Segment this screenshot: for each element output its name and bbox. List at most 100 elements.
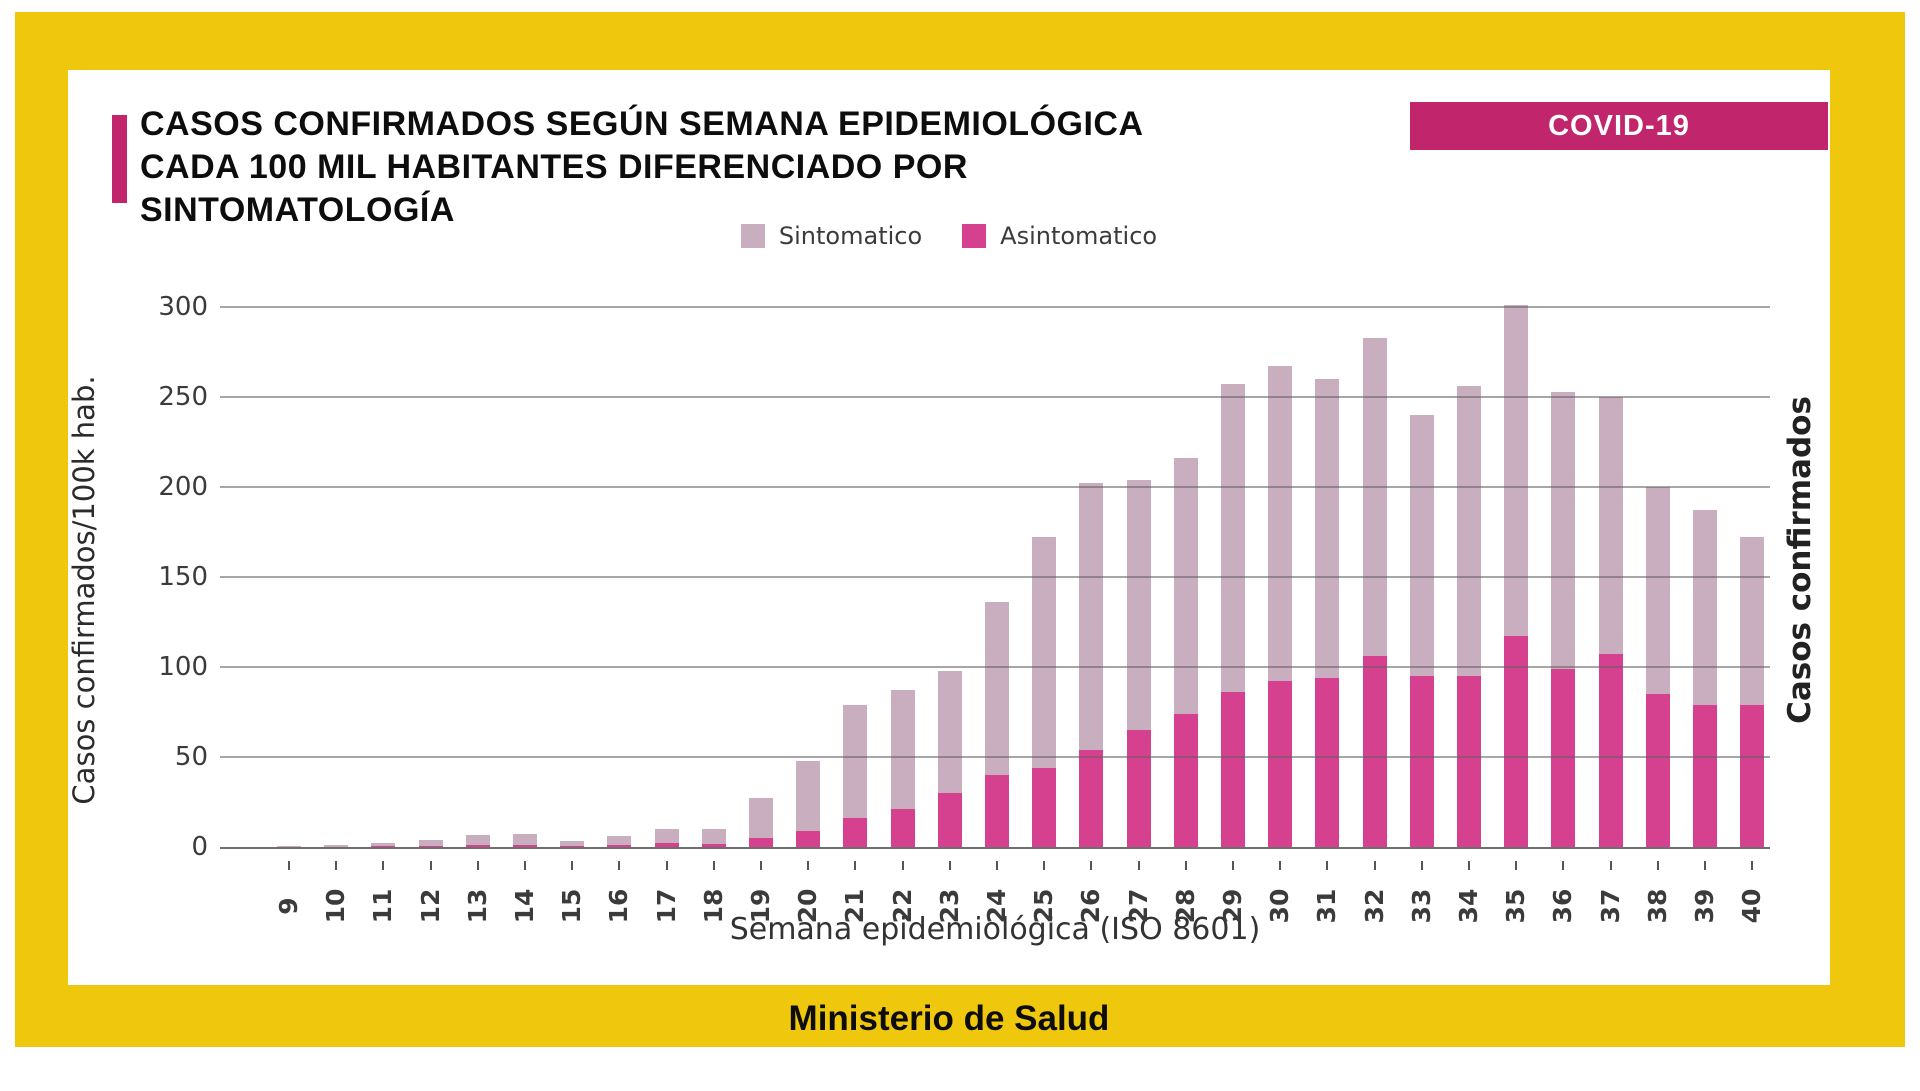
bar-sintomatico-week-40 <box>1740 537 1765 705</box>
x-tick-label-week-33: 33 <box>1406 888 1436 924</box>
bar-asintomatico-week-25 <box>1032 767 1057 847</box>
bar-asintomatico-week-31 <box>1315 677 1340 847</box>
bar-sintomatico-week-17 <box>654 829 679 843</box>
x-tick-label-week-16: 16 <box>604 888 634 924</box>
bar-asintomatico-week-13 <box>465 845 490 847</box>
bar-asintomatico-week-34 <box>1457 676 1481 847</box>
x-tick-label-week-37: 37 <box>1595 888 1625 924</box>
x-tick-mark-week-10 <box>335 861 338 870</box>
bar-asintomatico-week-37 <box>1598 654 1623 847</box>
x-tick-label-week-17: 17 <box>651 888 681 924</box>
x-tick-mark-week-26 <box>1090 861 1093 870</box>
x-tick-mark-week-13 <box>476 861 479 870</box>
bar-sintomatico-week-32 <box>1362 337 1387 657</box>
bar-sintomatico-week-35 <box>1504 305 1529 637</box>
x-tick-mark-week-22 <box>901 861 904 870</box>
x-tick-label-week-26: 26 <box>1076 888 1106 924</box>
x-tick-mark-week-11 <box>382 861 385 870</box>
bar-sintomatico-week-26 <box>1079 483 1104 750</box>
x-tick-label-week-22: 22 <box>887 888 917 924</box>
x-tick-mark-week-40 <box>1751 861 1754 870</box>
y-tick-label-200: 200 <box>158 472 208 502</box>
legend-entry-sintomatico: Sintomatico <box>740 222 922 250</box>
bar-asintomatico-week-17 <box>654 842 679 847</box>
legend-entry-asintomatico: Asintomatico <box>962 222 1157 250</box>
bar-asintomatico-week-35 <box>1504 636 1529 847</box>
x-tick-mark-week-28 <box>1184 861 1187 870</box>
legend-label-asintomatico: Asintomatico <box>1000 222 1158 250</box>
x-tick-label-week-11: 11 <box>368 888 398 924</box>
bar-sintomatico-week-38 <box>1645 487 1670 694</box>
title-accent-bar <box>112 115 127 203</box>
x-tick-mark-week-33 <box>1420 861 1423 870</box>
chart-legend: Sintomatico Asintomatico <box>68 222 1830 250</box>
bar-sintomatico-week-29 <box>1221 384 1245 693</box>
x-tick-label-week-10: 10 <box>321 888 351 924</box>
bar-sintomatico-week-22 <box>890 690 915 810</box>
x-tick-mark-week-36 <box>1562 861 1565 870</box>
bar-asintomatico-week-33 <box>1409 676 1434 847</box>
bar-asintomatico-week-16 <box>607 845 632 847</box>
gridline-50 <box>220 756 1770 758</box>
bar-asintomatico-week-23 <box>937 793 962 847</box>
y-axis-label: Casos confirmados/100k hab. <box>67 375 101 805</box>
x-tick-label-week-31: 31 <box>1312 888 1342 924</box>
x-tick-mark-week-15 <box>571 861 574 870</box>
bar-asintomatico-week-22 <box>890 809 915 847</box>
x-tick-label-week-23: 23 <box>934 888 964 924</box>
bar-sintomatico-week-34 <box>1457 386 1481 676</box>
x-tick-mark-week-23 <box>948 861 951 870</box>
gridline-200 <box>220 486 1770 488</box>
y-tick-label-300: 300 <box>158 292 208 322</box>
yellow-frame: CASOS CONFIRMADOS SEGÚN SEMANA EPIDEMIOL… <box>15 12 1905 1047</box>
right-axis-label: Casos confirmados <box>1782 396 1818 724</box>
bar-sintomatico-week-25 <box>1032 537 1057 768</box>
bar-sintomatico-week-12 <box>418 839 443 847</box>
bar-asintomatico-week-20 <box>796 830 821 847</box>
x-tick-mark-week-35 <box>1515 861 1518 870</box>
bar-sintomatico-week-39 <box>1693 510 1717 705</box>
bar-sintomatico-week-14 <box>513 834 537 846</box>
gridline-150 <box>220 576 1770 578</box>
bar-asintomatico-week-28 <box>1173 713 1198 847</box>
bar-asintomatico-week-12 <box>418 846 443 847</box>
x-axis-line <box>220 847 1770 849</box>
title-line-2: CADA 100 MIL HABITANTES DIFERENCIADO POR <box>140 148 968 186</box>
gridline-300 <box>220 306 1770 308</box>
title-line-1: CASOS CONFIRMADOS SEGÚN SEMANA EPIDEMIOL… <box>140 105 1144 143</box>
y-tick-label-250: 250 <box>158 382 208 412</box>
bar-asintomatico-week-40 <box>1740 704 1765 847</box>
legend-swatch-asintomatico <box>962 224 987 248</box>
x-tick-label-week-40: 40 <box>1737 888 1767 924</box>
x-tick-label-week-28: 28 <box>1170 888 1200 924</box>
x-axis-label: Semana epidemiológica (ISO 8601) <box>729 912 1261 947</box>
bar-sintomatico-week-10 <box>324 845 349 847</box>
x-tick-label-week-21: 21 <box>840 888 870 924</box>
x-tick-label-week-30: 30 <box>1265 888 1295 924</box>
x-tick-label-week-35: 35 <box>1501 888 1531 924</box>
x-tick-mark-week-29 <box>1232 861 1234 870</box>
x-tick-label-week-25: 25 <box>1029 888 1059 924</box>
bar-asintomatico-week-15 <box>560 846 585 847</box>
x-tick-mark-week-9 <box>288 861 290 870</box>
bar-sintomatico-week-37 <box>1598 397 1623 655</box>
x-tick-label-week-36: 36 <box>1548 888 1578 924</box>
x-tick-label-week-12: 12 <box>415 888 445 924</box>
legend-swatch-sintomatico <box>740 224 765 248</box>
bar-sintomatico-week-30 <box>1268 366 1293 682</box>
bar-asintomatico-week-21 <box>843 818 868 847</box>
x-tick-mark-week-31 <box>1326 861 1329 870</box>
bar-sintomatico-week-15 <box>560 840 585 847</box>
bar-asintomatico-week-19 <box>749 838 773 847</box>
gridline-100 <box>220 666 1770 668</box>
x-tick-mark-week-39 <box>1704 861 1706 870</box>
bar-sintomatico-week-13 <box>465 835 490 846</box>
x-tick-mark-week-18 <box>712 861 715 870</box>
bar-asintomatico-week-29 <box>1221 692 1245 847</box>
x-tick-mark-week-25 <box>1043 861 1046 870</box>
gridline-250 <box>220 396 1770 398</box>
x-tick-mark-week-37 <box>1609 861 1612 870</box>
x-tick-mark-week-32 <box>1373 861 1376 870</box>
bar-sintomatico-week-27 <box>1126 479 1151 730</box>
bar-sintomatico-week-33 <box>1409 415 1434 676</box>
